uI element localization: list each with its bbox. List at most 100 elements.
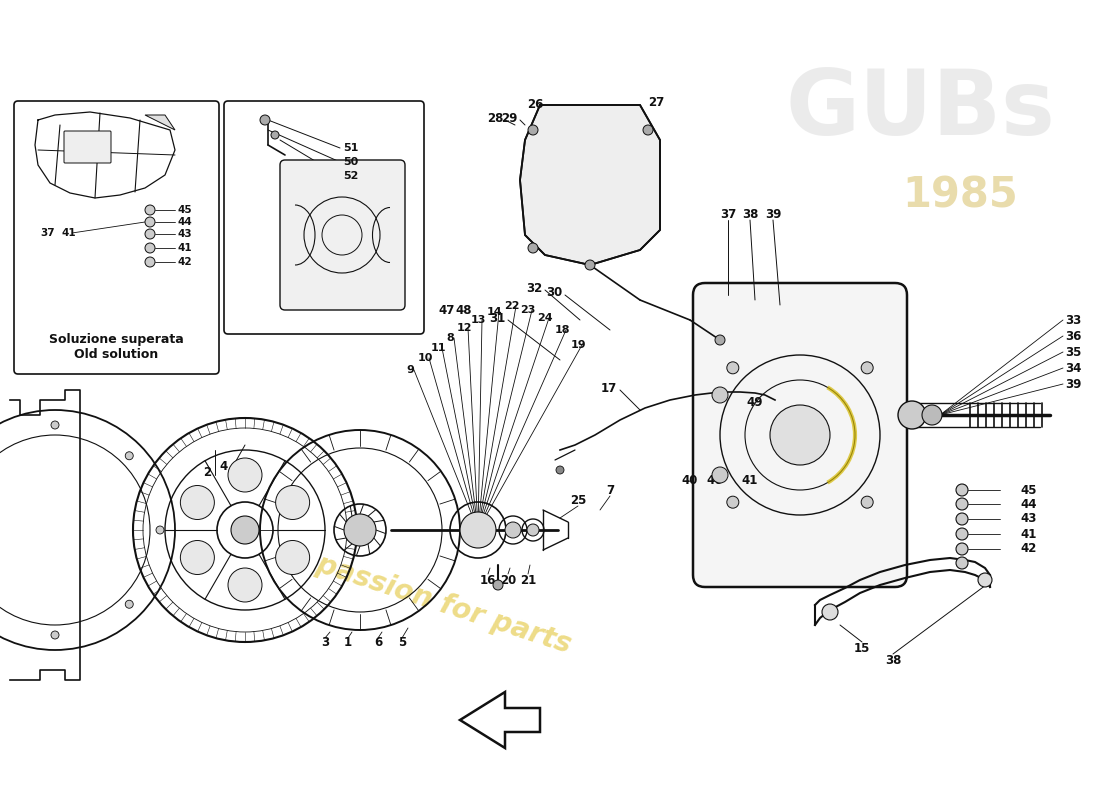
Text: 39: 39 [1065,378,1081,390]
Circle shape [956,484,968,496]
Circle shape [180,541,214,574]
Text: 1: 1 [344,637,352,650]
Text: 25: 25 [570,494,586,506]
Text: 10: 10 [417,353,432,363]
Circle shape [276,541,309,574]
Polygon shape [520,105,660,265]
Text: 23: 23 [520,305,536,315]
FancyBboxPatch shape [64,131,111,163]
Circle shape [956,528,968,540]
Text: 35: 35 [1065,346,1081,358]
Circle shape [231,516,258,544]
Circle shape [956,513,968,525]
Text: 1985: 1985 [902,174,1018,216]
Text: 42: 42 [1020,542,1036,555]
Text: 34: 34 [1065,362,1081,374]
Circle shape [228,458,262,492]
Text: a passion for parts: a passion for parts [286,541,574,659]
Circle shape [898,401,926,429]
Text: 41: 41 [62,228,77,238]
Circle shape [978,573,992,587]
Circle shape [956,498,968,510]
Circle shape [145,217,155,227]
FancyBboxPatch shape [14,101,219,374]
Text: 13: 13 [471,315,486,325]
Circle shape [922,405,942,425]
Circle shape [727,496,739,508]
Text: 47: 47 [439,303,455,317]
Text: 41: 41 [178,243,192,253]
Text: 11: 11 [430,343,446,353]
Text: 8: 8 [447,333,454,343]
FancyBboxPatch shape [280,160,405,310]
Circle shape [271,131,279,139]
Circle shape [770,405,830,465]
Text: 20: 20 [499,574,516,586]
Circle shape [644,125,653,135]
Text: 40: 40 [682,474,698,486]
Text: 17: 17 [601,382,617,394]
Text: 24: 24 [537,313,553,323]
Text: 37: 37 [719,209,736,222]
Text: 48: 48 [455,303,472,317]
Polygon shape [145,115,175,130]
Circle shape [861,362,873,374]
Text: 32: 32 [526,282,542,294]
Circle shape [145,229,155,239]
Circle shape [145,243,155,253]
Text: 39: 39 [764,209,781,222]
Text: 37: 37 [40,228,55,238]
Circle shape [861,496,873,508]
Text: 22: 22 [504,301,519,311]
Text: 31: 31 [488,311,505,325]
Circle shape [228,568,262,602]
Circle shape [51,631,59,639]
Text: 16: 16 [480,574,496,586]
Circle shape [585,260,595,270]
Text: 26: 26 [527,98,543,111]
Circle shape [505,522,521,538]
Text: 27: 27 [648,95,664,109]
Circle shape [276,486,309,519]
Text: 50: 50 [343,157,359,167]
Text: 36: 36 [1065,330,1081,342]
Circle shape [156,526,164,534]
Text: 29: 29 [502,111,518,125]
Circle shape [527,524,539,536]
Circle shape [125,600,133,608]
Circle shape [956,557,968,569]
Circle shape [145,205,155,215]
Text: 44: 44 [178,217,192,227]
Text: 43: 43 [178,229,192,239]
Circle shape [145,257,155,267]
Text: 4: 4 [220,459,228,473]
Text: 5: 5 [398,637,406,650]
Text: 9: 9 [406,365,414,375]
Circle shape [727,362,739,374]
Circle shape [260,115,270,125]
Text: 51: 51 [343,143,359,153]
Circle shape [460,512,496,548]
Text: 14: 14 [487,307,503,317]
Circle shape [51,421,59,429]
Circle shape [344,514,376,546]
Text: 45: 45 [1020,483,1036,497]
Text: 15: 15 [854,642,870,654]
Text: 43: 43 [1020,513,1036,526]
Text: 6: 6 [374,637,382,650]
Text: Old solution: Old solution [74,349,158,362]
Text: 42: 42 [178,257,192,267]
Circle shape [125,452,133,460]
Circle shape [956,543,968,555]
Text: 49: 49 [747,395,763,409]
Circle shape [493,580,503,590]
Text: 2: 2 [202,466,211,479]
Text: 18: 18 [554,325,570,335]
Text: 38: 38 [741,209,758,222]
Polygon shape [460,692,540,748]
Text: 3: 3 [321,637,329,650]
Text: 45: 45 [178,205,192,215]
Text: 41: 41 [741,474,758,486]
Circle shape [712,467,728,483]
Circle shape [180,486,214,519]
